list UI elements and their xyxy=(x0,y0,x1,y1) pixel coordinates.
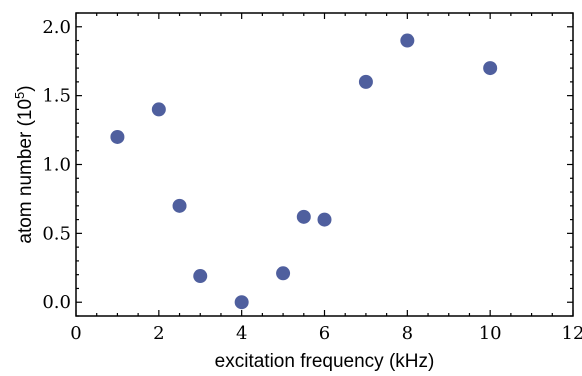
y-axis-label-suffix: ) xyxy=(15,85,36,91)
y-axis-label-superscript: 5 xyxy=(12,92,27,99)
x-tick-label: 4 xyxy=(236,323,247,344)
axis-ticks xyxy=(75,12,574,317)
data-point xyxy=(483,61,498,76)
data-point xyxy=(172,198,187,213)
data-point xyxy=(317,212,332,227)
y-tick-label: 2.0 xyxy=(42,17,71,38)
data-point xyxy=(234,295,249,310)
y-tick-label: 0.5 xyxy=(42,223,71,244)
data-point xyxy=(400,33,415,48)
x-tick-label: 12 xyxy=(562,323,582,344)
x-tick-label: 0 xyxy=(70,323,81,344)
data-point xyxy=(296,209,311,224)
y-axis-label: atom number (105) xyxy=(12,85,36,243)
y-tick-label: 1.5 xyxy=(42,86,71,107)
data-point xyxy=(151,102,166,117)
data-point xyxy=(358,74,373,89)
y-tick-labels: 0.0 0.5 1.0 1.5 2.0 xyxy=(42,17,71,313)
x-tick-label: 8 xyxy=(402,323,413,344)
x-axis-label: excitation frequency (kHz) xyxy=(215,351,435,372)
y-axis-label-prefix: atom number (10 xyxy=(15,99,36,244)
x-tick-labels: 0 2 4 6 8 10 12 xyxy=(70,323,582,344)
plot-frame xyxy=(75,12,574,317)
x-tick-label: 10 xyxy=(479,323,502,344)
data-point xyxy=(110,129,125,144)
data-point xyxy=(193,269,208,284)
y-tick-label: 1.0 xyxy=(42,155,71,176)
x-tick-label: 6 xyxy=(319,323,330,344)
x-tick-label: 2 xyxy=(153,323,164,344)
y-tick-label: 0.0 xyxy=(42,292,71,313)
data-point xyxy=(276,266,291,281)
data-points xyxy=(110,33,498,310)
